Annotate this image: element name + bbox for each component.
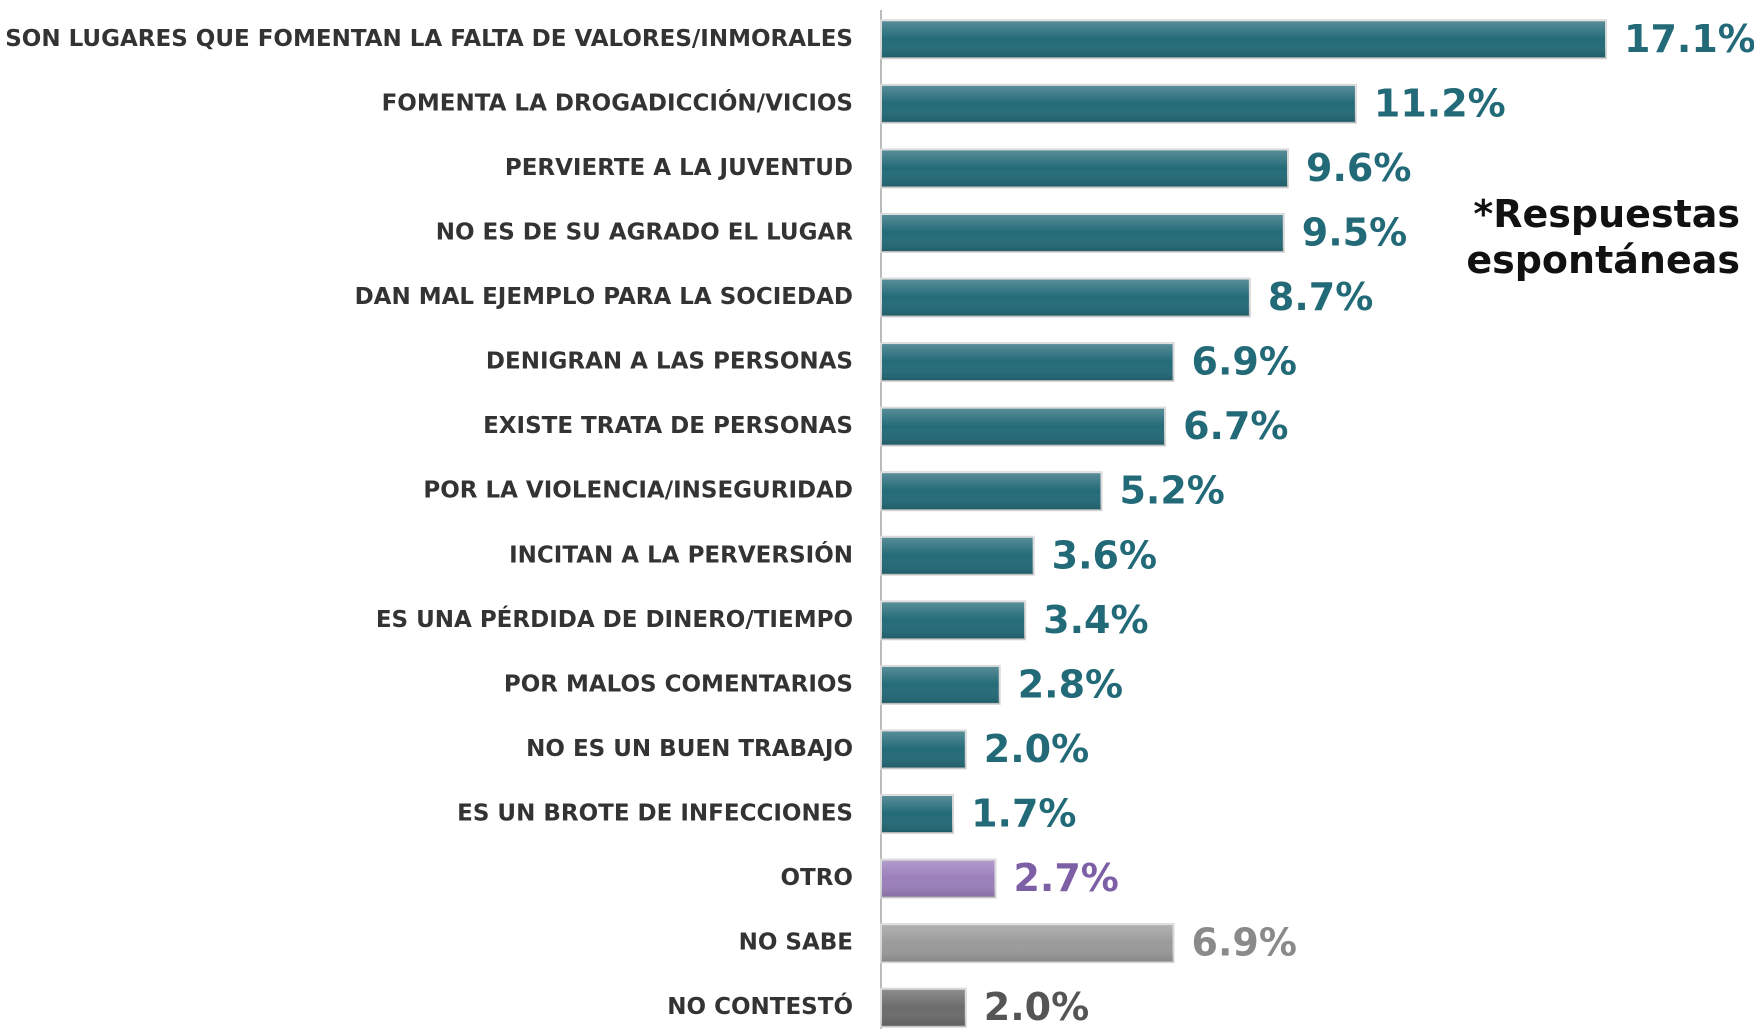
bar-shine [881,278,1250,317]
value-label: 9.5% [1302,210,1407,254]
category-label: NO ES UN BUEN TRABAJO [526,736,853,762]
bar-shine [881,20,1607,59]
bar-shine [881,730,966,769]
value-label: 3.4% [1043,598,1148,642]
category-label: NO CONTESTÓ [667,992,853,1020]
category-label: INCITAN A LA PERVERSIÓN [509,540,853,568]
value-label: 6.9% [1192,921,1297,965]
bar-shine [881,149,1289,188]
category-label: POR MALOS COMENTARIOS [504,671,853,697]
bar-shine [881,795,954,834]
value-label: 8.7% [1268,275,1373,319]
bar-shine [881,407,1166,446]
bar-shine [881,924,1174,963]
value-label: 2.0% [984,727,1089,771]
category-label: ES UNA PÉRDIDA DE DINERO/TIEMPO [376,605,853,633]
value-label: 2.7% [1013,856,1118,900]
bar-shine [881,84,1356,123]
category-label: FOMENTA LA DROGADICCIÓN/VICIOS [382,88,853,116]
value-label: 2.8% [1018,662,1123,706]
value-label: 6.9% [1192,340,1297,384]
bar-shine [881,665,1000,704]
value-label: 2.0% [984,985,1089,1029]
category-label: DAN MAL EJEMPLO PARA LA SOCIEDAD [355,284,853,310]
category-label: PERVIERTE A LA JUVENTUD [505,155,853,181]
bar-shine [881,601,1026,640]
value-label: 3.6% [1052,533,1157,577]
value-label: 17.1% [1624,17,1754,61]
bar-shine [881,343,1174,382]
value-label: 9.6% [1306,146,1411,190]
category-label: EXISTE TRATA DE PERSONAS [483,413,853,439]
category-label: DENIGRAN A LAS PERSONAS [486,349,853,375]
value-label: 6.7% [1183,404,1288,448]
value-label: 11.2% [1374,81,1506,125]
category-label: OTRO [780,865,853,891]
category-label: NO SABE [739,930,853,956]
value-label: 1.7% [971,792,1076,836]
category-label: SON LUGARES QUE FOMENTAN LA FALTA DE VAL… [5,26,853,52]
bar-shine [881,472,1102,511]
category-label: NO ES DE SU AGRADO EL LUGAR [436,219,854,245]
bar-shine [881,536,1034,575]
bar-shine [881,988,966,1027]
value-label: 5.2% [1119,469,1224,513]
annotation: *Respuestas espontáneas [1466,192,1740,282]
bar-shine [881,859,996,898]
category-label: POR LA VIOLENCIA/INSEGURIDAD [423,478,853,504]
bar-shine [881,213,1284,252]
category-label: ES UN BROTE DE INFECCIONES [457,801,853,827]
